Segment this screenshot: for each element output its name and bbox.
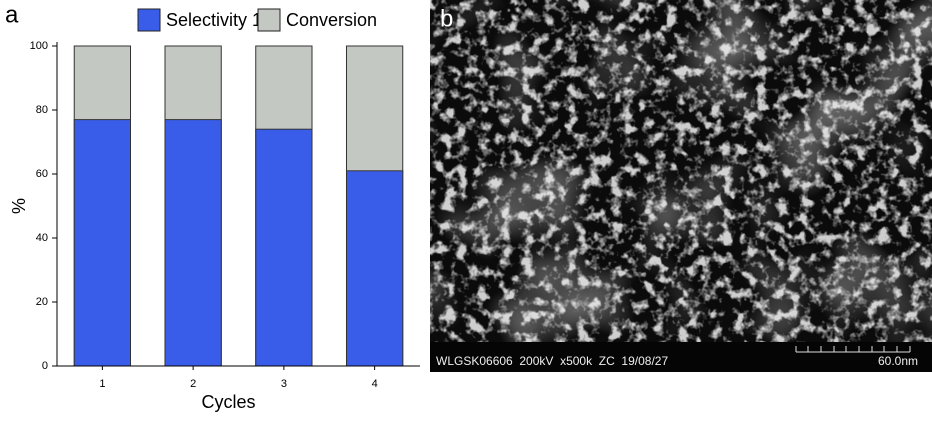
plot: 0 20 40 60 80 100 1 2 3 4 Cycles% Selectivity 1a Con… <box>9 8 420 412</box>
x-axis-label: Cycles <box>201 392 255 412</box>
panel-label: b <box>440 5 453 32</box>
y-tick-label: 0 <box>42 360 48 372</box>
legend-swatch <box>257 8 281 32</box>
bar <box>73 119 132 367</box>
x-tick-label: 4 <box>372 378 378 390</box>
bar <box>345 170 404 367</box>
y-tick-label: 80 <box>36 104 48 116</box>
scale-bar-label: 60.0nm <box>878 354 918 368</box>
y-tick-label: 100 <box>30 40 48 52</box>
y-tick-label: 20 <box>36 296 48 308</box>
x-tick-label: 3 <box>281 378 287 390</box>
x-tick-label: 1 <box>99 378 105 390</box>
legend-swatch <box>137 8 161 32</box>
y-tick-label: 40 <box>36 232 48 244</box>
y-axis-label: % <box>9 198 29 214</box>
x-tick-label: 2 <box>190 378 196 390</box>
image-caption: WLGSK06606 200kV x500k ZC 19/08/27 <box>436 354 668 368</box>
panel-label: a <box>5 1 19 28</box>
legend-label: Selectivity 1a <box>166 10 273 30</box>
y-tick-label: 60 <box>36 168 48 180</box>
sem-image: b WLGSK06606 200kV x500k ZC 19/08/27 60.… <box>430 0 932 372</box>
bar <box>255 128 313 367</box>
legend-label: Conversion <box>286 10 377 30</box>
bar <box>164 119 222 367</box>
